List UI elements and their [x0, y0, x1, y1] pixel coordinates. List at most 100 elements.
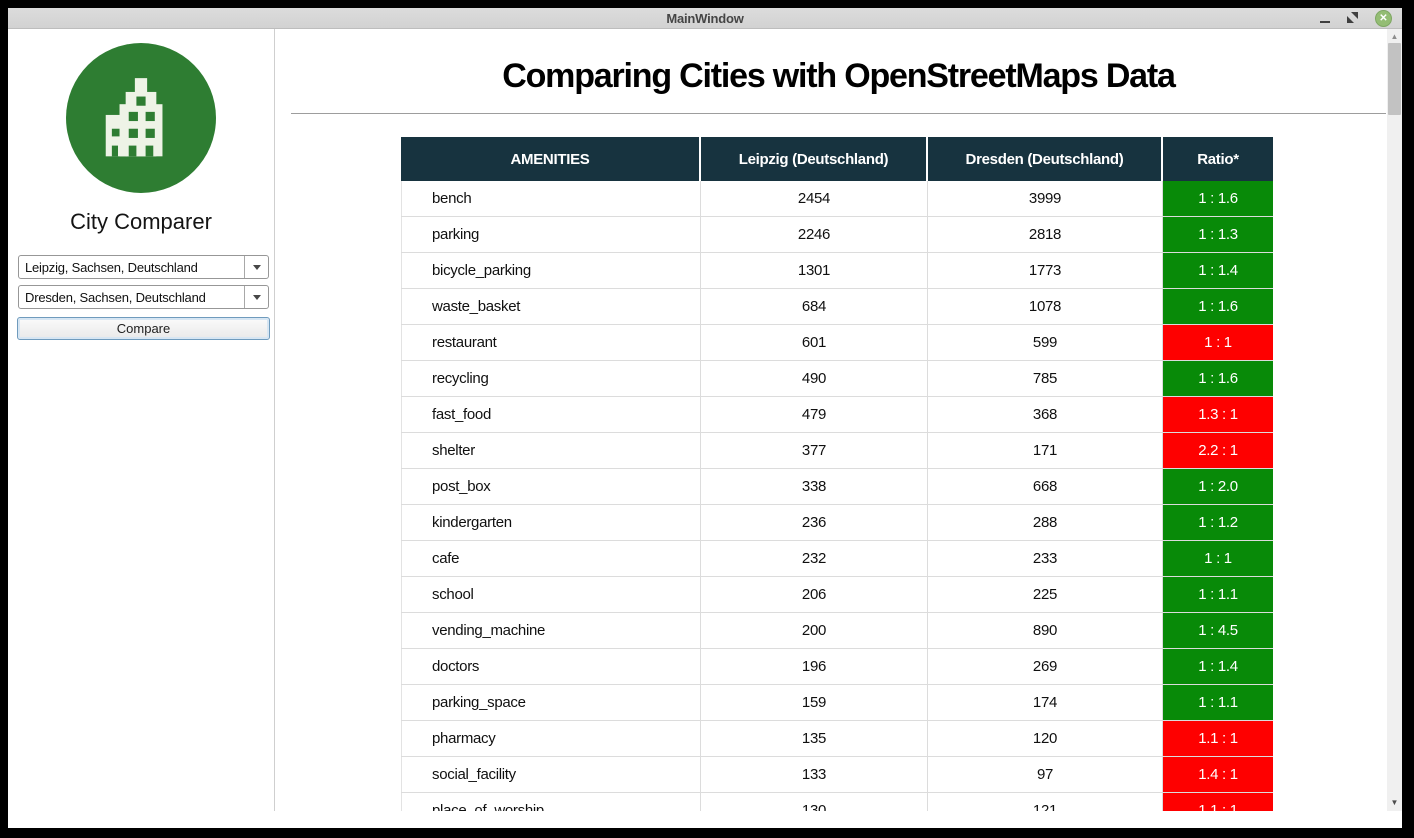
- city2-count-cell: 121: [928, 793, 1163, 811]
- city1-count-cell: 196: [701, 649, 928, 684]
- ratio-cell: 1.1 : 1: [1163, 793, 1273, 811]
- table-row: bench 2454 3999 1 : 1.6: [401, 181, 1273, 217]
- central-area: City Comparer Leipzig, Sachsen, Deutschl…: [8, 29, 1402, 811]
- city2-count-cell: 225: [928, 577, 1163, 612]
- city1-count-cell: 2246: [701, 217, 928, 252]
- city1-select-arrow[interactable]: [244, 256, 268, 278]
- table-row: restaurant 601 599 1 : 1: [401, 325, 1273, 361]
- city1-select-value: Leipzig, Sachsen, Deutschland: [25, 259, 198, 275]
- ratio-cell: 1 : 1: [1163, 541, 1273, 576]
- header-city2: Dresden (Deutschland): [928, 137, 1163, 181]
- ratio-cell: 1 : 1: [1163, 325, 1273, 360]
- scrollbar-up-arrow-icon[interactable]: ▲: [1390, 32, 1399, 41]
- close-button[interactable]: ✕: [1375, 10, 1392, 27]
- city1-count-cell: 684: [701, 289, 928, 324]
- city1-count-cell: 1301: [701, 253, 928, 288]
- city1-count-cell: 377: [701, 433, 928, 468]
- city2-count-cell: 785: [928, 361, 1163, 396]
- table-row: shelter 377 171 2.2 : 1: [401, 433, 1273, 469]
- city1-count-cell: 338: [701, 469, 928, 504]
- city2-count-cell: 599: [928, 325, 1163, 360]
- restore-button[interactable]: [1347, 10, 1358, 28]
- amenity-cell: fast_food: [401, 397, 701, 432]
- city2-count-cell: 890: [928, 613, 1163, 648]
- table-row: post_box 338 668 1 : 2.0: [401, 469, 1273, 505]
- table-row: doctors 196 269 1 : 1.4: [401, 649, 1273, 685]
- title-divider: [291, 113, 1386, 114]
- city2-count-cell: 233: [928, 541, 1163, 576]
- city2-count-cell: 3999: [928, 181, 1163, 216]
- table-row: fast_food 479 368 1.3 : 1: [401, 397, 1273, 433]
- page-title: Comparing Cities with OpenStreetMaps Dat…: [502, 57, 1176, 95]
- minimize-button[interactable]: [1320, 15, 1330, 23]
- city2-count-cell: 1078: [928, 289, 1163, 324]
- amenity-cell: cafe: [401, 541, 701, 576]
- amenity-cell: waste_basket: [401, 289, 701, 324]
- header-ratio: Ratio*: [1197, 150, 1239, 168]
- ratio-cell: 2.2 : 1: [1163, 433, 1273, 468]
- city2-select[interactable]: Dresden, Sachsen, Deutschland: [18, 285, 269, 309]
- chevron-down-icon: [252, 294, 261, 300]
- scrollbar-down-arrow-icon[interactable]: ▼: [1390, 798, 1399, 807]
- city1-count-cell: 601: [701, 325, 928, 360]
- city2-select-arrow[interactable]: [244, 286, 268, 308]
- window-controls: ✕: [1320, 8, 1392, 29]
- city1-count-cell: 200: [701, 613, 928, 648]
- amenity-cell: vending_machine: [401, 613, 701, 648]
- ratio-cell: 1 : 1.1: [1163, 685, 1273, 720]
- amenity-cell: doctors: [401, 649, 701, 684]
- city2-count-cell: 668: [928, 469, 1163, 504]
- table-row: place_of_worship 130 121 1.1 : 1: [401, 793, 1273, 811]
- city2-count-cell: 171: [928, 433, 1163, 468]
- city1-select[interactable]: Leipzig, Sachsen, Deutschland: [18, 255, 269, 279]
- city2-count-cell: 368: [928, 397, 1163, 432]
- city1-count-cell: 130: [701, 793, 928, 811]
- minimize-icon: [1320, 20, 1330, 23]
- city1-count-cell: 232: [701, 541, 928, 576]
- city1-count-cell: 2454: [701, 181, 928, 216]
- table-row: parking_space 159 174 1 : 1.1: [401, 685, 1273, 721]
- amenity-cell: post_box: [401, 469, 701, 504]
- table-row: waste_basket 684 1078 1 : 1.6: [401, 289, 1273, 325]
- table-row: recycling 490 785 1 : 1.6: [401, 361, 1273, 397]
- amenity-cell: place_of_worship: [401, 793, 701, 811]
- sidebar: City Comparer Leipzig, Sachsen, Deutschl…: [8, 29, 275, 811]
- ratio-cell: 1 : 1.4: [1163, 649, 1273, 684]
- compare-button[interactable]: Compare: [17, 317, 270, 340]
- table-row: parking 2246 2818 1 : 1.3: [401, 217, 1273, 253]
- scrollbar-track[interactable]: ▲ ▼: [1387, 29, 1402, 811]
- ratio-cell: 1 : 4.5: [1163, 613, 1273, 648]
- amenity-cell: shelter: [401, 433, 701, 468]
- city1-count-cell: 159: [701, 685, 928, 720]
- table-row: social_facility 133 97 1.4 : 1: [401, 757, 1273, 793]
- ratio-cell: 1 : 1.6: [1163, 181, 1273, 216]
- table-row: kindergarten 236 288 1 : 1.2: [401, 505, 1273, 541]
- header-amenities: AMENITIES: [401, 137, 701, 181]
- table-row: pharmacy 135 120 1.1 : 1: [401, 721, 1273, 757]
- table-header: AMENITIES Leipzig (Deutschland) Dresden …: [401, 137, 1273, 181]
- city2-count-cell: 1773: [928, 253, 1163, 288]
- city2-count-cell: 2818: [928, 217, 1163, 252]
- titlebar: MainWindow ✕: [8, 8, 1402, 29]
- ratio-cell: 1 : 1.6: [1163, 361, 1273, 396]
- city1-count-cell: 206: [701, 577, 928, 612]
- scrollbar-thumb[interactable]: [1388, 43, 1401, 115]
- city1-count-cell: 236: [701, 505, 928, 540]
- table-body: bench 2454 3999 1 : 1.6 parking 2246 281…: [401, 181, 1273, 811]
- amenity-cell: parking_space: [401, 685, 701, 720]
- amenity-cell: school: [401, 577, 701, 612]
- main-window: MainWindow ✕: [8, 8, 1402, 828]
- city2-count-cell: 288: [928, 505, 1163, 540]
- restore-icon: [1347, 11, 1358, 23]
- amenity-cell: recycling: [401, 361, 701, 396]
- header-city1: Leipzig (Deutschland): [701, 137, 928, 181]
- table-row: cafe 232 233 1 : 1: [401, 541, 1273, 577]
- app-logo: [66, 43, 216, 193]
- amenity-cell: social_facility: [401, 757, 701, 792]
- main-content: Comparing Cities with OpenStreetMaps Dat…: [275, 29, 1402, 811]
- city1-count-cell: 479: [701, 397, 928, 432]
- amenity-cell: bench: [401, 181, 701, 216]
- city1-count-cell: 135: [701, 721, 928, 756]
- city2-select-value: Dresden, Sachsen, Deutschland: [25, 289, 206, 305]
- amenity-cell: parking: [401, 217, 701, 252]
